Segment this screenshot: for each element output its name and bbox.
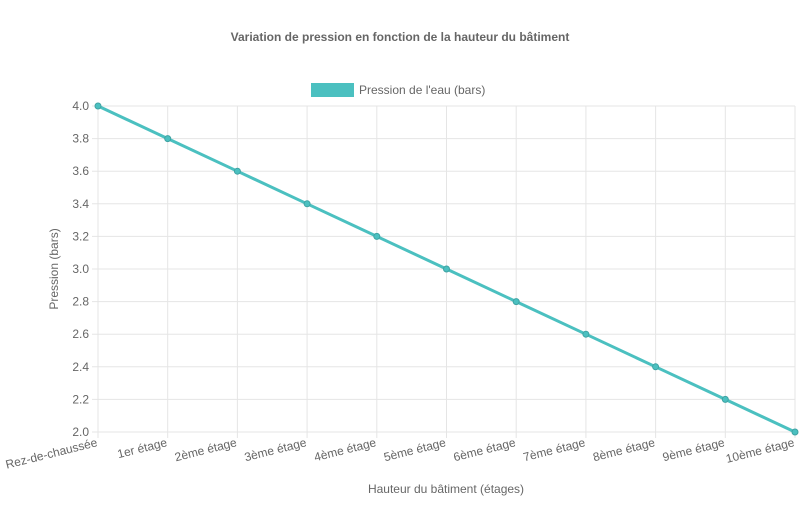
x-axis-ticks: Rez-de-chaussée 1er étage 2ème étage 3ème é… bbox=[4, 435, 796, 471]
x-tick-label: 8ème étage bbox=[591, 435, 656, 464]
x-tick-label: 7ème étage bbox=[522, 435, 587, 464]
y-tick-label: 3.8 bbox=[72, 132, 89, 146]
y-axis-ticks: 4.0 3.8 3.6 3.4 3.2 3.0 2.8 2.6 2.4 2.2 2.0 bbox=[72, 99, 89, 439]
data-point[interactable] bbox=[512, 298, 520, 306]
y-tick-label: 2.0 bbox=[72, 425, 89, 439]
x-axis-label: Hauteur du bâtiment (étages) bbox=[368, 482, 524, 496]
x-tick-label: 1er étage bbox=[116, 435, 169, 461]
x-tick-label: 3ème étage bbox=[243, 435, 308, 464]
y-tick-label: 3.2 bbox=[72, 229, 89, 243]
data-point[interactable] bbox=[233, 167, 241, 175]
grid bbox=[92, 105, 796, 438]
legend-label: Pression de l'eau (bars) bbox=[359, 83, 485, 97]
data-point[interactable] bbox=[721, 395, 729, 403]
x-tick-label: 4ème étage bbox=[313, 435, 378, 464]
chart-title: Variation de pression en fonction de la … bbox=[231, 30, 570, 44]
y-tick-label: 2.4 bbox=[72, 360, 89, 374]
data-point[interactable] bbox=[94, 102, 102, 110]
data-point[interactable] bbox=[164, 135, 172, 143]
y-tick-label: 2.8 bbox=[72, 295, 89, 309]
series-layer bbox=[94, 102, 799, 436]
data-point[interactable] bbox=[791, 428, 799, 436]
data-point[interactable] bbox=[303, 200, 311, 208]
x-tick-label: 5ème étage bbox=[382, 435, 447, 464]
legend[interactable]: Pression de l'eau (bars) bbox=[311, 83, 485, 97]
x-tick-label: 10ème étage bbox=[724, 435, 796, 466]
y-tick-label: 3.6 bbox=[72, 164, 89, 178]
data-point[interactable] bbox=[443, 265, 450, 273]
x-tick-label: 9ème étage bbox=[661, 435, 726, 464]
y-tick-label: 2.6 bbox=[72, 327, 89, 341]
x-tick-label: 6ème étage bbox=[452, 435, 517, 464]
data-point[interactable] bbox=[582, 330, 590, 338]
x-tick-label: 2ème étage bbox=[173, 435, 238, 464]
y-tick-label: 3.4 bbox=[72, 197, 89, 211]
y-axis-label: Pression (bars) bbox=[47, 228, 61, 309]
y-tick-label: 4.0 bbox=[72, 99, 89, 113]
y-tick-label: 3.0 bbox=[72, 262, 89, 276]
data-point[interactable] bbox=[652, 363, 660, 371]
data-point[interactable] bbox=[373, 232, 381, 240]
y-tick-label: 2.2 bbox=[72, 392, 89, 406]
legend-swatch bbox=[311, 83, 354, 97]
x-tick-label: Rez-de-chaussée bbox=[4, 435, 99, 471]
